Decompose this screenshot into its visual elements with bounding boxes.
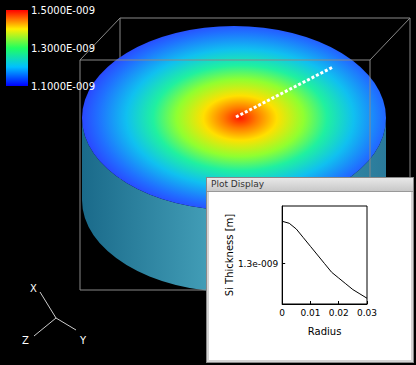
svg-text:0.02: 0.02 [329, 308, 349, 318]
svg-text:0.01: 0.01 [300, 308, 320, 318]
svg-text:0: 0 [279, 308, 285, 318]
svg-text:X: X [30, 283, 37, 294]
svg-text:1.1000E-009: 1.1000E-009 [31, 81, 95, 92]
svg-text:0.03: 0.03 [357, 308, 377, 318]
svg-text:1.3e-009: 1.3e-009 [238, 259, 279, 269]
svg-text:Radius: Radius [308, 326, 342, 337]
svg-text:Z: Z [22, 335, 29, 346]
svg-text:Si Thickness [m]: Si Thickness [m] [224, 214, 235, 297]
html-text:Plot Display: Plot Display [211, 179, 264, 189]
svg-text:1.5000E-009: 1.5000E-009 [31, 5, 95, 16]
svg-text:1.3000E-009: 1.3000E-009 [31, 43, 95, 54]
svg-text:Y: Y [79, 335, 87, 346]
